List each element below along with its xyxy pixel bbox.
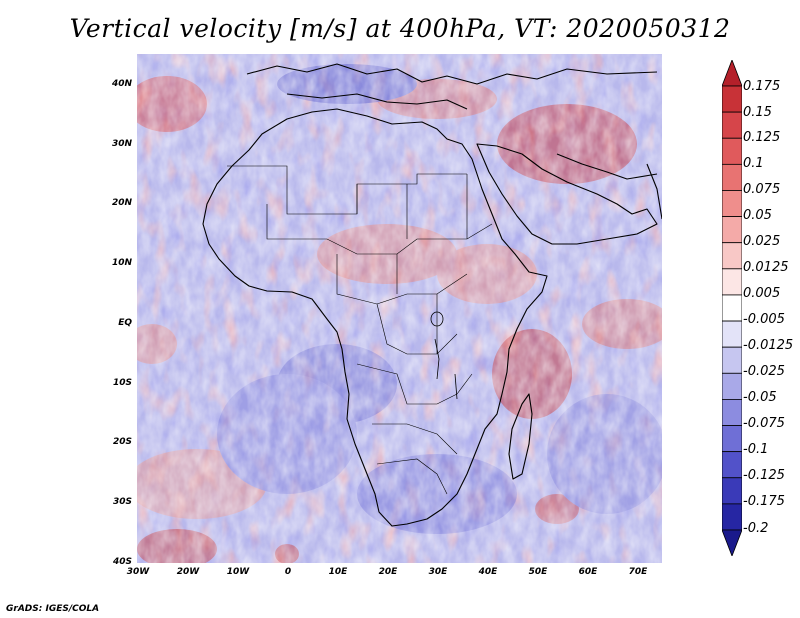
colorbar-swatch xyxy=(722,111,742,139)
lon-label-10e: 10E xyxy=(328,567,348,577)
lat-label-10s: 10S xyxy=(112,378,132,388)
colorbar-label: -0.2 xyxy=(743,521,769,536)
lon-label-40e: 40E xyxy=(478,567,498,577)
colorbar-swatch xyxy=(722,268,742,296)
colorbar-label: 0.15 xyxy=(743,105,772,120)
footer-credit: GrADS: IGES/COLA xyxy=(6,604,100,614)
colorbar-swatch xyxy=(722,503,742,531)
colorbar-swatch xyxy=(722,294,742,322)
lon-label-10w: 10W xyxy=(226,567,250,577)
colorbar-swatch xyxy=(722,425,742,453)
vertical-velocity-map xyxy=(137,54,662,563)
colorbar-label: -0.175 xyxy=(743,494,785,509)
colorbar-label: 0.1 xyxy=(743,156,764,171)
coastlines xyxy=(202,63,662,527)
page-title: Vertical velocity [m/s] at 400hPa, VT: 2… xyxy=(69,14,731,43)
colorbar-swatch xyxy=(722,451,742,479)
colorbar-label: -0.025 xyxy=(743,364,785,379)
colorbar-label: 0.125 xyxy=(743,130,781,145)
europe-coastline xyxy=(246,63,658,85)
colorbar-swatch xyxy=(722,85,742,113)
mediterranean-coast xyxy=(286,93,468,110)
india-coast xyxy=(646,163,662,220)
madagascar-coastline xyxy=(508,393,533,480)
colorbar-swatch xyxy=(722,216,742,244)
lon-label-30w: 30W xyxy=(126,567,150,577)
colorbar-swatch xyxy=(722,242,742,270)
colorbar-label: -0.125 xyxy=(743,468,785,483)
colorbar-label: -0.0125 xyxy=(743,338,794,353)
colorbar-swatch xyxy=(722,399,742,426)
colorbar-label: 0.175 xyxy=(743,79,781,94)
persian-gulf-coast xyxy=(556,153,658,180)
colorbar-arrow-top xyxy=(722,60,742,87)
colorbar-swatch xyxy=(722,372,742,400)
colorbar xyxy=(722,60,742,556)
africa-coastline xyxy=(202,108,548,527)
colorbar-label: 0.0125 xyxy=(743,260,789,275)
colorbar-label: 0.075 xyxy=(743,182,781,197)
lon-label-20w: 20W xyxy=(176,567,200,577)
colorbar-swatch xyxy=(722,137,742,165)
lat-label-30n: 30N xyxy=(111,139,132,149)
lat-label-40s: 40S xyxy=(112,557,132,567)
colorbar-label: -0.005 xyxy=(743,312,785,327)
colorbar-label: -0.1 xyxy=(743,442,769,457)
colorbar-label: 0.005 xyxy=(743,286,781,301)
lat-label-10n: 10N xyxy=(111,258,132,268)
lakes xyxy=(430,311,458,400)
country-borders xyxy=(227,165,493,495)
colorbar-arrow-bottom xyxy=(722,529,742,556)
colorbar-swatch xyxy=(722,320,742,348)
colorbar-swatch xyxy=(722,190,742,217)
lat-label-30s: 30S xyxy=(112,497,132,507)
lat-label-eq: EQ xyxy=(118,318,132,328)
lat-label-20s: 20S xyxy=(112,437,132,447)
colorbar-label: -0.075 xyxy=(743,416,785,431)
colorbar-label: -0.05 xyxy=(743,390,777,405)
colorbar-swatch xyxy=(722,477,742,505)
field-streaks xyxy=(137,54,662,563)
lon-label-20e: 20E xyxy=(378,567,398,577)
colorbar-label: 0.025 xyxy=(743,234,781,249)
arabia-coastline xyxy=(476,143,658,245)
colorbar-label: 0.05 xyxy=(743,208,772,223)
map-panel xyxy=(137,54,662,563)
lon-label-30e: 30E xyxy=(428,567,448,577)
lon-label-70e: 70E xyxy=(628,567,648,577)
colorbar-swatch xyxy=(722,346,742,374)
lon-label-0: 0 xyxy=(284,567,292,577)
lat-label-20n: 20N xyxy=(111,198,132,208)
colorbar-swatch xyxy=(722,163,742,191)
lon-label-60e: 60E xyxy=(578,567,598,577)
lat-label-40n: 40N xyxy=(111,79,132,89)
lon-label-50e: 50E xyxy=(528,567,548,577)
